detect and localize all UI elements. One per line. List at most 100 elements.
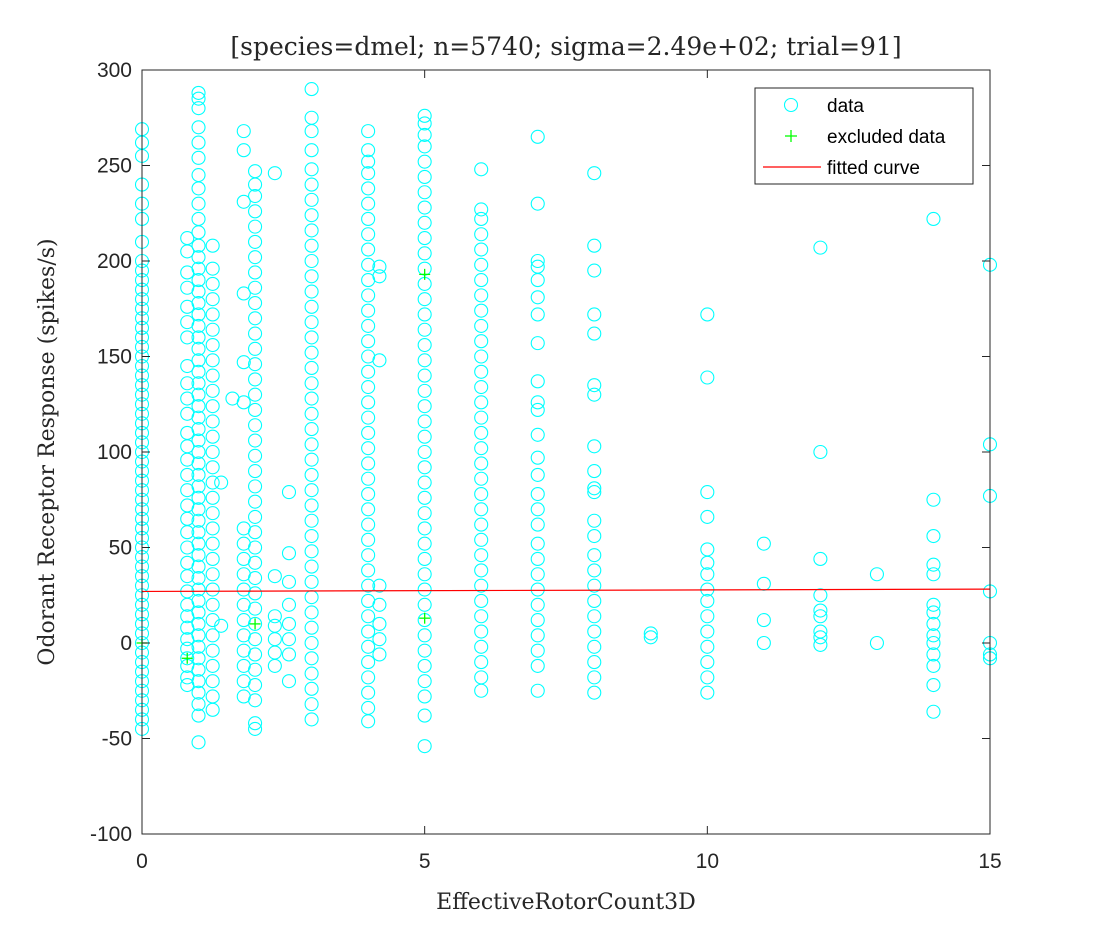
data-point bbox=[248, 234, 263, 249]
data-point bbox=[474, 502, 489, 517]
data-point bbox=[205, 444, 220, 460]
data-point bbox=[361, 364, 376, 379]
data-point bbox=[417, 353, 432, 368]
data-point bbox=[372, 597, 387, 612]
data-point bbox=[304, 590, 319, 605]
data-point bbox=[304, 406, 319, 421]
data-point bbox=[587, 485, 602, 500]
data-point bbox=[361, 410, 376, 425]
data-point bbox=[361, 242, 376, 257]
data-point bbox=[530, 273, 545, 288]
data-point bbox=[372, 632, 387, 647]
data-point bbox=[248, 295, 263, 311]
data-point bbox=[191, 135, 206, 150]
data-point bbox=[587, 563, 602, 578]
data-point bbox=[530, 467, 545, 482]
data-point bbox=[926, 605, 941, 620]
data-point bbox=[191, 559, 206, 574]
y-axis-label: Odorant Receptor Response (spikes/s) bbox=[35, 238, 60, 665]
data-point bbox=[372, 259, 387, 274]
data-point bbox=[417, 116, 432, 131]
data-point bbox=[205, 460, 220, 475]
data-point bbox=[304, 315, 319, 330]
data-point bbox=[191, 616, 206, 631]
excluded-point bbox=[419, 268, 431, 280]
data-point bbox=[205, 307, 220, 322]
data-point bbox=[191, 639, 206, 654]
data-point bbox=[191, 150, 206, 165]
data-point bbox=[191, 593, 206, 609]
data-point bbox=[248, 716, 263, 731]
data-point bbox=[180, 467, 195, 482]
data-point bbox=[180, 358, 195, 374]
excluded-point bbox=[181, 652, 193, 664]
data-point bbox=[191, 422, 206, 437]
data-point bbox=[530, 551, 545, 567]
data-point bbox=[474, 227, 489, 242]
data-point bbox=[530, 336, 545, 351]
data-point bbox=[587, 326, 602, 341]
data-point bbox=[417, 108, 432, 123]
data-point bbox=[304, 284, 319, 299]
data-point bbox=[756, 536, 771, 551]
data-point bbox=[361, 670, 376, 685]
data-point bbox=[191, 525, 206, 540]
y-tick-label: 100 bbox=[97, 441, 132, 464]
data-point bbox=[304, 498, 319, 513]
data-point bbox=[926, 704, 941, 719]
data-point bbox=[304, 452, 319, 467]
data-point bbox=[530, 567, 545, 582]
data-point bbox=[756, 613, 771, 628]
data-point bbox=[248, 219, 263, 234]
data-point bbox=[372, 578, 387, 593]
data-point bbox=[417, 506, 432, 521]
data-point bbox=[267, 609, 282, 624]
data-point bbox=[587, 593, 602, 609]
data-point bbox=[361, 456, 376, 471]
data-point bbox=[304, 467, 319, 482]
data-point bbox=[248, 647, 263, 662]
data-point bbox=[417, 127, 432, 142]
data-point bbox=[248, 494, 263, 509]
data-point bbox=[417, 567, 432, 582]
data-point bbox=[926, 528, 941, 544]
data-point bbox=[530, 253, 545, 269]
data-point bbox=[372, 269, 387, 284]
data-point bbox=[700, 542, 715, 557]
data-point bbox=[417, 337, 432, 353]
data-point bbox=[180, 231, 195, 246]
data-point bbox=[361, 257, 376, 272]
data-point bbox=[417, 246, 432, 261]
data-point bbox=[530, 597, 545, 612]
data-point bbox=[587, 439, 602, 454]
data-point bbox=[417, 429, 432, 444]
data-point bbox=[205, 429, 220, 444]
data-point bbox=[700, 670, 715, 685]
data-point bbox=[248, 586, 263, 601]
data-point bbox=[361, 166, 376, 181]
data-point bbox=[361, 227, 376, 242]
data-point bbox=[417, 536, 432, 551]
data-point bbox=[304, 253, 319, 269]
data-point bbox=[205, 276, 220, 291]
data-point bbox=[474, 288, 489, 303]
data-point bbox=[474, 548, 489, 563]
data-point bbox=[304, 223, 319, 238]
data-point bbox=[205, 567, 220, 582]
data-point bbox=[361, 380, 376, 395]
data-point bbox=[474, 639, 489, 654]
data-point bbox=[417, 628, 432, 643]
data-point bbox=[248, 402, 263, 418]
data-point bbox=[304, 238, 319, 253]
data-point bbox=[304, 124, 319, 139]
data-point bbox=[304, 82, 319, 97]
data-point bbox=[191, 674, 206, 689]
data-point bbox=[304, 574, 319, 589]
data-point bbox=[587, 238, 602, 253]
data-point bbox=[474, 624, 489, 639]
data-point bbox=[304, 666, 319, 681]
data-point bbox=[205, 475, 220, 490]
data-point bbox=[267, 632, 282, 647]
data-point bbox=[214, 475, 229, 490]
data-point bbox=[643, 626, 658, 641]
